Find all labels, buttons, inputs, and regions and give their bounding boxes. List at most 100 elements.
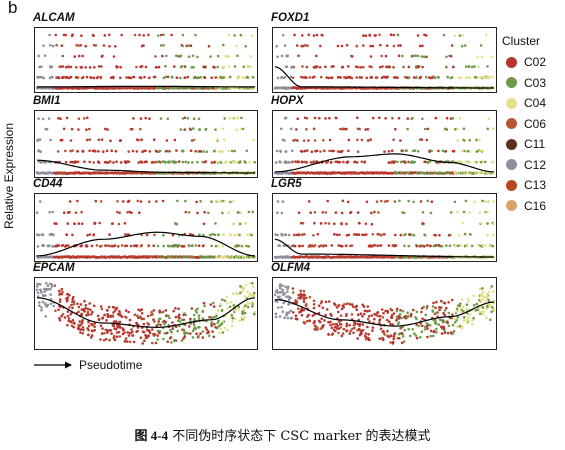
data-point — [227, 65, 231, 68]
data-point — [70, 303, 73, 307]
gene-title-bmi1: BMI1 — [33, 95, 61, 107]
data-point — [79, 303, 83, 306]
data-point — [416, 34, 420, 37]
data-point — [373, 210, 376, 214]
data-point — [283, 316, 286, 320]
data-point — [453, 321, 457, 324]
data-point — [187, 55, 191, 58]
data-point — [93, 328, 96, 332]
data-point — [361, 303, 364, 307]
data-point — [314, 325, 318, 328]
data-point — [86, 138, 89, 142]
data-point — [114, 149, 118, 153]
data-point — [36, 76, 40, 79]
data-point — [189, 149, 193, 152]
data-point — [451, 117, 455, 120]
data-point — [135, 150, 139, 153]
data-point — [166, 244, 170, 248]
data-point — [296, 117, 299, 121]
data-point — [289, 75, 293, 79]
data-point — [295, 44, 299, 47]
data-point — [89, 76, 93, 79]
data-point — [172, 309, 175, 313]
data-point — [300, 313, 304, 317]
data-point — [42, 44, 45, 47]
data-point — [66, 292, 69, 296]
data-point — [302, 289, 306, 293]
data-point — [202, 150, 205, 153]
data-point — [65, 233, 68, 237]
data-point — [246, 65, 250, 69]
data-point — [86, 307, 90, 311]
data-point — [141, 330, 145, 333]
data-point — [77, 54, 81, 58]
data-point — [219, 75, 223, 79]
data-point — [420, 55, 423, 58]
data-point — [470, 65, 474, 69]
data-point — [328, 138, 332, 142]
data-point — [76, 150, 79, 153]
data-point — [398, 199, 401, 203]
data-point — [69, 160, 72, 164]
data-point — [44, 282, 48, 285]
data-point — [182, 328, 186, 332]
data-point — [217, 76, 220, 80]
data-point — [37, 117, 40, 120]
data-point — [392, 33, 395, 37]
data-point — [197, 244, 201, 247]
data-point — [140, 308, 143, 311]
data-point — [465, 244, 469, 248]
data-point — [467, 161, 471, 164]
data-point — [372, 244, 376, 247]
data-point — [158, 331, 161, 335]
data-point — [366, 317, 370, 321]
data-point — [77, 128, 80, 131]
data-point — [345, 222, 348, 226]
data-point — [283, 75, 287, 79]
data-point — [94, 199, 98, 203]
data-point — [345, 324, 348, 328]
data-point — [463, 232, 467, 236]
trend-line — [274, 238, 494, 258]
data-point — [383, 150, 386, 153]
data-point — [468, 233, 472, 236]
data-point — [458, 233, 461, 237]
data-point — [339, 323, 343, 326]
data-point — [97, 150, 100, 153]
data-point — [40, 309, 43, 312]
data-point — [244, 221, 248, 225]
data-point — [449, 117, 453, 120]
data-point — [289, 296, 292, 299]
data-point — [44, 127, 47, 131]
data-point — [111, 314, 115, 317]
data-point — [171, 233, 175, 237]
data-point — [355, 161, 359, 164]
data-point — [382, 338, 385, 342]
data-point — [315, 54, 318, 58]
data-point — [38, 304, 41, 307]
data-point — [274, 161, 278, 164]
data-point — [168, 316, 171, 320]
data-point — [98, 221, 101, 225]
data-point — [341, 332, 345, 335]
data-point — [241, 312, 244, 316]
data-point — [180, 339, 184, 342]
data-point — [431, 334, 435, 338]
data-point — [112, 336, 116, 340]
data-point — [125, 76, 128, 79]
data-point — [397, 117, 401, 120]
data-point — [250, 34, 254, 37]
legend-swatch — [506, 179, 517, 191]
data-point — [339, 76, 342, 79]
data-point — [486, 65, 489, 68]
data-point — [340, 44, 344, 48]
data-point — [286, 290, 289, 293]
data-point — [287, 302, 291, 305]
data-point — [135, 65, 138, 69]
data-point — [114, 45, 117, 48]
data-point — [231, 292, 235, 295]
data-point — [486, 210, 489, 214]
data-point — [110, 332, 113, 335]
data-point — [382, 233, 385, 236]
data-point — [375, 76, 379, 79]
